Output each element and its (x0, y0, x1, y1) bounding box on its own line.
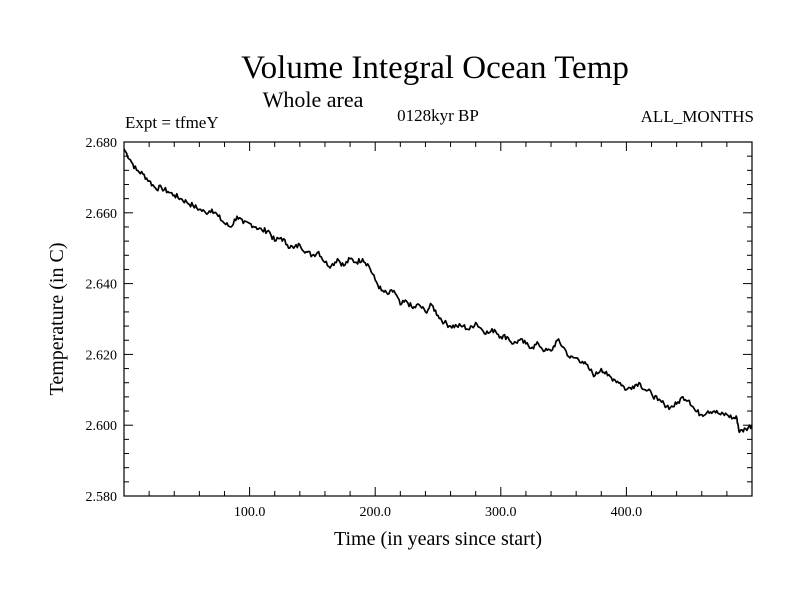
series-line-temperature (123, 148, 753, 434)
chart-title: Volume Integral Ocean Temp (241, 50, 629, 86)
y-tick-label: 2.620 (86, 348, 118, 363)
y-axis-title: Temperature (in C) (46, 243, 68, 396)
x-tick-label: 100.0 (234, 505, 266, 520)
axis-tick-labels: 100.0 200.0 300.0 400.0 2.580 2.600 2.620 2.640… (86, 136, 643, 520)
y-tick-label: 2.680 (86, 136, 118, 151)
period-label: 0128kyr BP (397, 106, 479, 125)
plot-frame (123, 141, 753, 497)
x-tick-label: 400.0 (611, 505, 643, 520)
y-tick-label: 2.600 (86, 419, 118, 434)
experiment-label: Expt = tfmeY (125, 113, 219, 132)
months-label: ALL_MONTHS (641, 107, 754, 126)
y-tick-label: 2.660 (86, 207, 118, 222)
x-axis-title: Time (in years since start) (334, 528, 542, 550)
x-tick-label: 200.0 (359, 505, 391, 520)
axis-ticks (124, 141, 752, 497)
x-tick-label: 300.0 (485, 505, 517, 520)
y-tick-label: 2.640 (86, 278, 118, 293)
chart-subtitle: Whole area (263, 87, 364, 112)
y-tick-label: 2.580 (86, 490, 118, 505)
